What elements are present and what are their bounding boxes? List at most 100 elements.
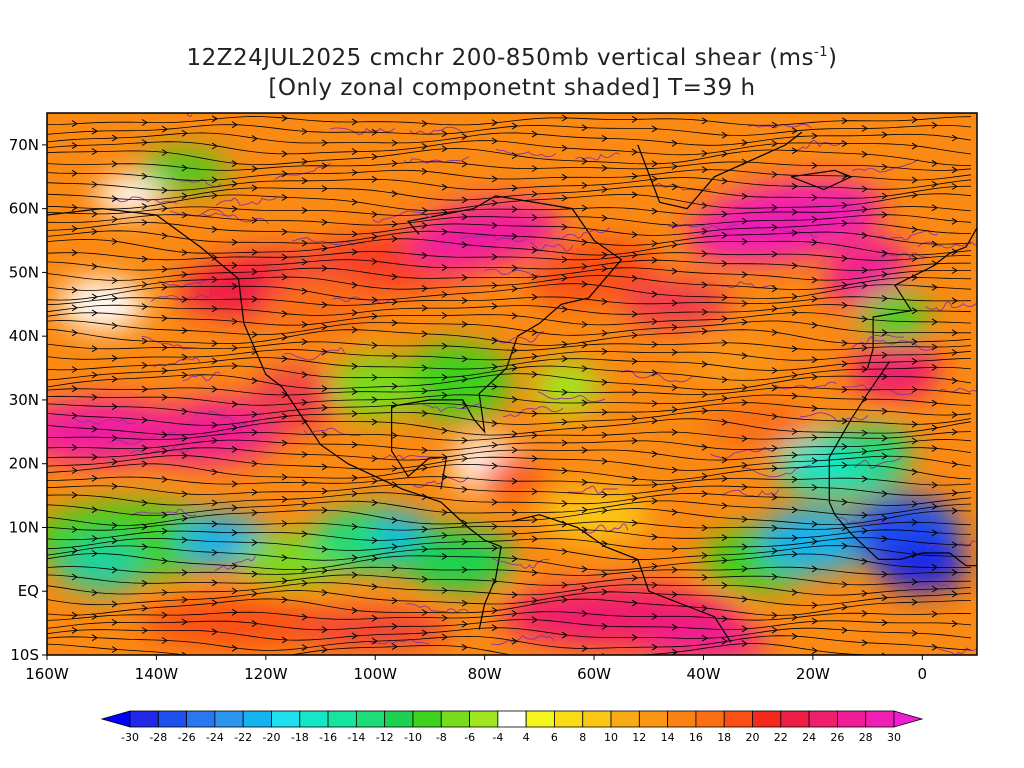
streamline-arrow-icon: [771, 329, 778, 336]
coastline: [391, 425, 448, 490]
colorbar-label: 10: [604, 731, 618, 744]
streamline-arrow-icon: [211, 225, 218, 233]
streamline-arrow-icon: [391, 298, 398, 306]
streamline-arrow-icon: [351, 523, 358, 531]
streamline-arrow-icon: [771, 121, 778, 129]
streamline-arrow-icon: [421, 221, 428, 229]
streamline-arrow-icon: [701, 443, 708, 451]
streamline-arrow-icon: [701, 250, 708, 258]
contour-line: [851, 158, 919, 173]
streamline-arrow-icon: [881, 163, 888, 171]
streamline-arrow-icon: [581, 321, 588, 328]
streamline-arrow-icon: [491, 441, 498, 449]
streamline-arrow-icon: [531, 516, 538, 524]
streamline: [47, 259, 972, 271]
streamline-arrow-icon: [71, 286, 78, 294]
streamline-arrow-icon: [511, 312, 518, 320]
streamline-arrow-icon: [791, 262, 798, 270]
streamline-arrow-icon: [421, 387, 428, 395]
streamline-arrow-icon: [631, 251, 638, 259]
streamline: [47, 500, 972, 516]
streamline-arrow-icon: [581, 280, 588, 288]
streamline-arrow-icon: [371, 296, 378, 304]
streamline-arrow-icon: [561, 581, 568, 589]
streamline-arrow-icon: [71, 249, 78, 257]
streamline: [47, 312, 972, 326]
streamline-arrow-icon: [111, 646, 118, 653]
streamline-arrow-icon: [561, 467, 568, 475]
streamline-arrow-icon: [211, 579, 218, 587]
streamline-arrow-icon: [951, 590, 958, 598]
streamline-arrow-icon: [91, 535, 98, 542]
streamline-arrow-icon: [861, 365, 868, 373]
streamline-arrow-icon: [811, 434, 818, 441]
longitude-tick-label: 100W: [354, 665, 398, 683]
streamline-arrow-icon: [771, 524, 778, 532]
streamline-arrow-icon: [321, 385, 328, 393]
streamline-arrow-icon: [511, 591, 518, 599]
colorbar-label: 22: [774, 731, 788, 744]
streamline-arrow-icon: [841, 386, 848, 394]
streamline-arrow-icon: [211, 142, 218, 150]
title-unit-superscript: -1: [814, 45, 828, 60]
streamline-arrow-icon: [161, 447, 168, 455]
streamline-arrow-icon: [791, 293, 798, 301]
streamline-arrow-icon: [211, 357, 218, 365]
streamline-arrow-icon: [111, 277, 118, 284]
streamline-arrow-icon: [71, 444, 78, 451]
coastline: [867, 227, 977, 369]
streamline-arrow-icon: [741, 595, 748, 603]
streamline-arrow-icon: [581, 526, 588, 534]
contour-line: [503, 406, 564, 418]
streamline-arrow-icon: [841, 281, 848, 289]
streamline-arrow-icon: [181, 651, 188, 655]
streamline-arrow-icon: [931, 121, 938, 129]
longitude-tick-label: 120W: [244, 665, 288, 683]
streamline-arrow-icon: [651, 400, 658, 407]
colorbar-swatch: [129, 710, 159, 728]
streamline-arrow-icon: [461, 643, 468, 651]
longitude-tick-label: 0: [918, 665, 928, 683]
streamline-arrow-icon: [231, 238, 238, 246]
streamline-arrow-icon: [231, 480, 238, 488]
streamline: [47, 148, 972, 166]
streamline-arrow-icon: [811, 356, 818, 364]
streamline-arrow-icon: [911, 307, 918, 315]
streamline-arrow-icon: [931, 481, 938, 489]
colorbar-label: -16: [319, 731, 337, 744]
streamline-arrow-icon: [91, 474, 98, 482]
streamline-arrow-icon: [791, 309, 798, 317]
streamline-arrow-icon: [701, 308, 708, 316]
streamline-arrow-icon: [931, 240, 938, 248]
streamline-arrow-icon: [321, 646, 328, 654]
streamline-arrow-icon: [671, 545, 678, 553]
streamline-arrow-icon: [161, 431, 168, 439]
streamline-arrow-icon: [351, 474, 358, 482]
streamline-arrow-icon: [251, 216, 258, 224]
streamline-arrow-icon: [861, 511, 868, 519]
streamline-arrow-icon: [911, 518, 918, 526]
streamline-arrow-icon: [301, 451, 308, 458]
streamline-arrow-icon: [511, 264, 518, 272]
streamline-arrow-icon: [531, 410, 538, 418]
streamline-arrow-icon: [811, 647, 818, 655]
streamline: [47, 598, 972, 616]
colorbar-label: -14: [347, 731, 365, 744]
streamline-arrow-icon: [491, 221, 498, 229]
streamline-arrow-icon: [651, 256, 658, 264]
streamline-arrow-icon: [931, 260, 938, 268]
streamline-arrow-icon: [231, 445, 238, 453]
streamline-arrow-icon: [931, 283, 938, 291]
streamline-arrow-icon: [491, 137, 498, 145]
colorbar-swatch: [299, 710, 329, 728]
streamline-arrow-icon: [631, 599, 638, 607]
streamline-arrow-icon: [881, 131, 888, 139]
streamline-arrow-icon: [351, 326, 358, 334]
colorbar-swatch: [157, 710, 188, 728]
streamline-arrow-icon: [281, 150, 288, 158]
streamline-arrow-icon: [111, 618, 118, 626]
streamline-arrow-icon: [251, 428, 258, 436]
streamline-arrow-icon: [701, 407, 708, 415]
streamline-arrow-icon: [351, 490, 358, 498]
contour-line: [851, 334, 904, 348]
